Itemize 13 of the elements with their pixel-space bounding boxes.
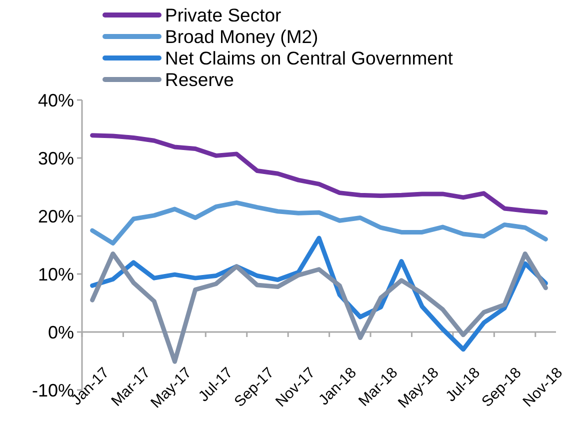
line-series [90, 251, 548, 364]
y-tick-label: 0% [48, 322, 74, 342]
legend-label: Net Claims on Central Government [165, 47, 453, 68]
y-tick-label: 20% [38, 206, 74, 226]
legend-label: Broad Money (M2) [165, 26, 318, 47]
line-series [90, 133, 548, 215]
y-tick-label: 40% [38, 90, 74, 110]
legend-label: Private Sector [165, 4, 282, 26]
y-tick-label: -10% [32, 380, 74, 400]
legend-label: Reserve [165, 68, 234, 90]
y-tick-label: 10% [38, 264, 74, 284]
line-series [90, 200, 548, 246]
y-tick-label: 30% [38, 148, 74, 168]
